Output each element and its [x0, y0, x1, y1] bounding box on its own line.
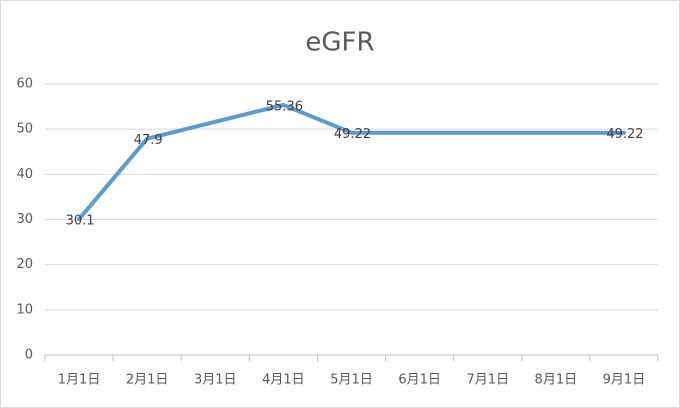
x-tick-label: 5月1日	[330, 373, 373, 388]
y-tick-label: 0	[25, 348, 33, 363]
data-label: 47.9	[134, 133, 163, 148]
y-tick-label: 10	[16, 302, 33, 317]
x-tick-label: 9月1日	[603, 373, 646, 388]
y-tick-label: 60	[16, 77, 33, 92]
data-label: 55.36	[266, 99, 303, 114]
data-label: 49.22	[606, 127, 643, 142]
chart-title: eGFR	[305, 28, 374, 58]
x-tick-label: 3月1日	[194, 373, 237, 388]
x-tick-label: 1月1日	[58, 373, 101, 388]
x-tick-label: 6月1日	[398, 373, 441, 388]
y-tick-label: 50	[16, 122, 33, 137]
y-tick-label: 30	[16, 212, 33, 227]
y-tick-label: 40	[16, 167, 33, 182]
x-tick-label: 2月1日	[126, 373, 169, 388]
x-tick-label: 8月1日	[535, 373, 578, 388]
data-label: 30.1	[66, 214, 95, 229]
y-tick-label: 20	[16, 257, 33, 272]
data-label: 49.22	[334, 127, 371, 142]
line	[77, 102, 626, 222]
x-tick-label: 7月1日	[466, 373, 509, 388]
x-tick-label: 4月1日	[262, 373, 305, 388]
